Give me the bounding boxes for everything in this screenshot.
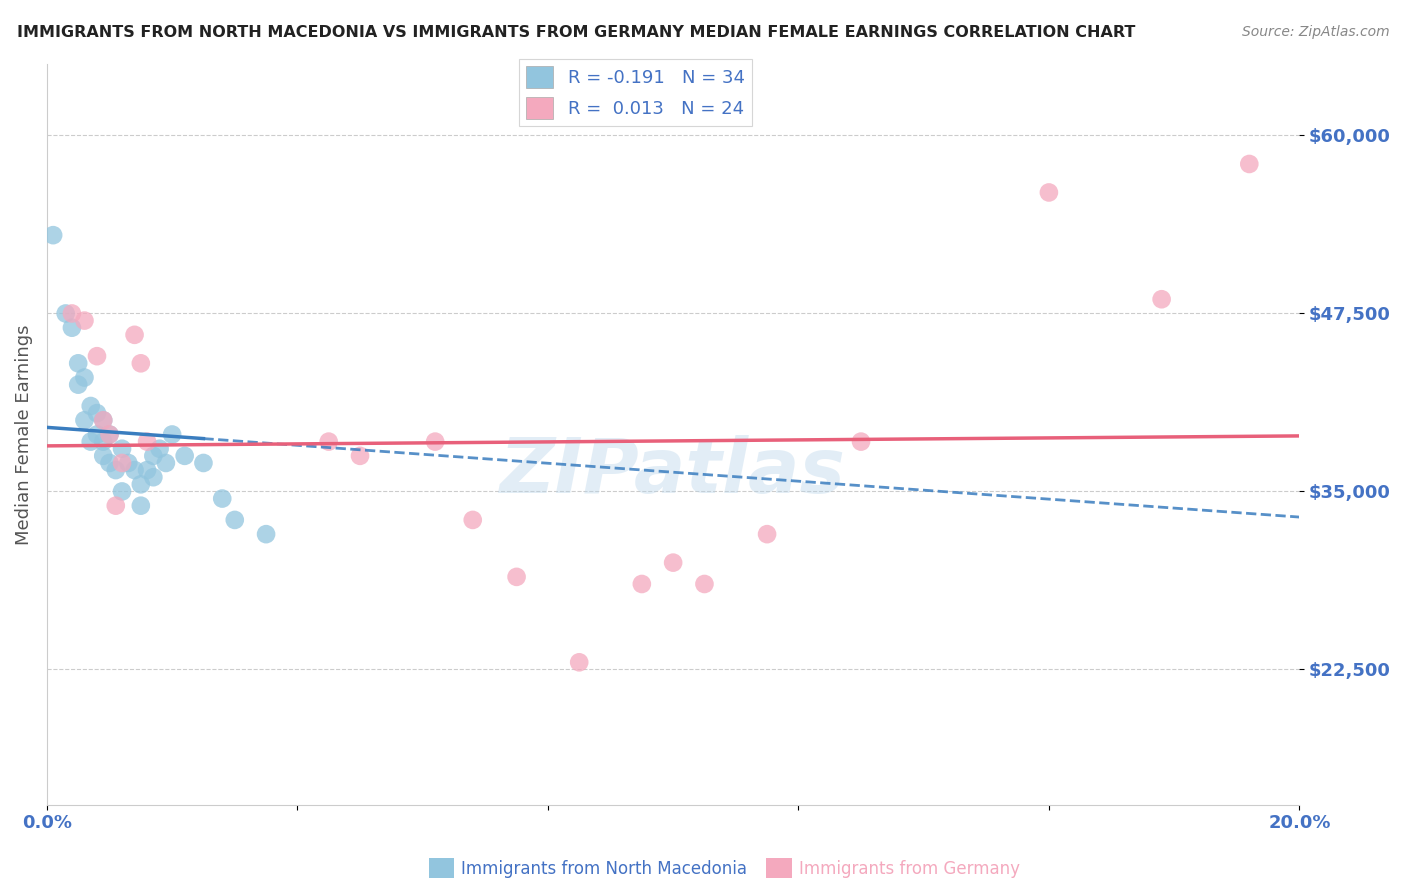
Point (568, 655, 591, 669)
Point (142, 449, 165, 463)
Point (60, 320, 83, 334)
Point (80, 399, 103, 413)
Point (630, 577, 652, 591)
Point (129, 499, 152, 513)
Point (98, 427, 121, 442)
Point (1038, 186, 1060, 200)
Point (461, 513, 484, 527)
Point (73, 413, 96, 427)
Point (136, 434, 159, 449)
Text: Source: ZipAtlas.com: Source: ZipAtlas.com (1241, 25, 1389, 39)
Text: ZIPatlas: ZIPatlas (501, 434, 846, 508)
Point (318, 434, 340, 449)
Point (425, 434, 447, 449)
Point (662, 556, 685, 570)
Point (60, 306, 83, 320)
Y-axis label: Median Female Earnings: Median Female Earnings (15, 325, 32, 545)
Point (67, 356, 90, 370)
Text: Immigrants from Germany: Immigrants from Germany (799, 860, 1019, 878)
Point (104, 463, 127, 477)
Point (73, 370, 96, 384)
Point (136, 463, 159, 477)
Point (756, 527, 779, 541)
Point (86, 406, 108, 420)
Point (91, 413, 114, 427)
Point (80, 434, 103, 449)
Point (73, 313, 96, 327)
Point (849, 434, 872, 449)
Point (124, 327, 146, 342)
Point (98, 456, 121, 470)
Point (55, 306, 77, 320)
Point (693, 577, 716, 591)
Point (86, 349, 108, 363)
Point (1239, 157, 1261, 171)
Point (505, 570, 527, 584)
Point (160, 427, 183, 442)
Point (117, 456, 139, 470)
Point (86, 427, 108, 442)
Point (254, 527, 277, 541)
Point (224, 513, 246, 527)
Text: Immigrants from North Macedonia: Immigrants from North Macedonia (461, 860, 747, 878)
Point (142, 470, 165, 484)
Point (155, 456, 177, 470)
Point (149, 442, 172, 456)
Point (193, 456, 215, 470)
Point (111, 484, 134, 499)
Point (91, 449, 114, 463)
Point (129, 356, 152, 370)
Point (173, 449, 195, 463)
Point (104, 499, 127, 513)
Legend: R = -0.191   N = 34, R =  0.013   N = 24: R = -0.191 N = 34, R = 0.013 N = 24 (519, 59, 752, 126)
Point (67, 377, 90, 392)
Point (111, 442, 134, 456)
Point (1150, 292, 1173, 306)
Point (129, 477, 152, 491)
Point (91, 434, 114, 449)
Point (211, 491, 233, 506)
Text: IMMIGRANTS FROM NORTH MACEDONIA VS IMMIGRANTS FROM GERMANY MEDIAN FEMALE EARNING: IMMIGRANTS FROM NORTH MACEDONIA VS IMMIG… (17, 25, 1135, 40)
Point (42, 228, 65, 243)
Point (91, 413, 114, 427)
Point (124, 463, 146, 477)
Point (111, 456, 134, 470)
Point (349, 449, 371, 463)
Point (98, 427, 121, 442)
